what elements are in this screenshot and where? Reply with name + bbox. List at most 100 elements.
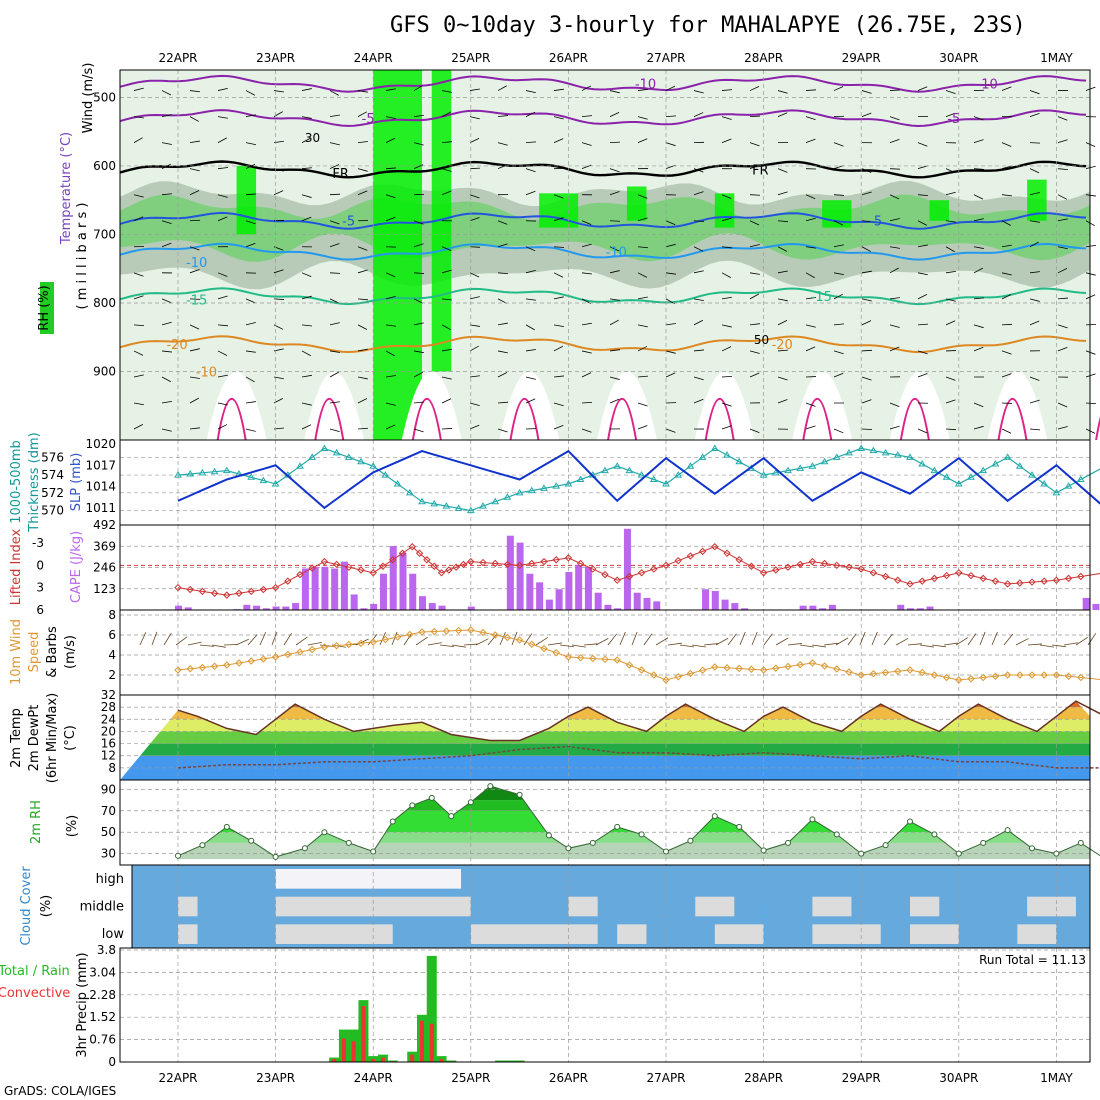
- wind-barb: [805, 246, 816, 249]
- li-point: [1040, 577, 1048, 585]
- wind-speed-point: [991, 672, 1000, 680]
- wind-barb: [245, 193, 257, 196]
- cape-bar: [702, 589, 710, 610]
- wind-barb: [1029, 168, 1040, 174]
- li-point: [389, 556, 397, 564]
- wind-barb: [525, 269, 536, 274]
- isotherm-surface-bump: [802, 398, 833, 441]
- surface-wind-barb: [415, 636, 428, 646]
- wind-speed-point: [650, 671, 658, 679]
- cape-bar: [419, 596, 426, 610]
- li-point: [686, 552, 695, 560]
- wind-barb: [553, 217, 564, 222]
- top-date-label: 26APR: [549, 51, 588, 65]
- wind-barb: [189, 397, 199, 404]
- wind-barb: [805, 346, 816, 352]
- thickness-point: [796, 464, 805, 471]
- wind-barb: [301, 116, 312, 119]
- thickness-point: [540, 484, 548, 491]
- wind-barb: [609, 220, 621, 222]
- wind-speed-point: [369, 638, 377, 646]
- thickness-point: [735, 457, 744, 465]
- li-point: [857, 565, 865, 573]
- wind-barb: [917, 323, 928, 326]
- thickness-point: [320, 444, 329, 451]
- thickness-point: [649, 475, 658, 482]
- cape-bar: [653, 601, 661, 610]
- precip-tick-label: 0: [108, 1055, 116, 1069]
- wind-barb: [581, 85, 592, 91]
- wind-barb: [917, 294, 928, 300]
- wind-speed-point: [235, 659, 243, 667]
- wind-speed-point: [381, 635, 390, 644]
- cape-bar: [292, 603, 300, 610]
- rh-point: [409, 802, 416, 809]
- rh-saturated-region: [626, 186, 647, 221]
- wind-barb: [945, 90, 956, 94]
- wind-barb: [805, 402, 816, 407]
- li-point: [437, 569, 446, 577]
- wind-barb: [1001, 194, 1012, 197]
- wind-barb: [581, 243, 592, 248]
- wind-barb: [469, 402, 480, 406]
- thickness-point: [613, 462, 622, 469]
- wind-barb: [161, 400, 172, 404]
- thickness-point: [466, 506, 475, 514]
- wind-barb: [413, 272, 425, 274]
- slp-tick-label: 1014: [85, 480, 116, 494]
- isotherm--10-line: [119, 74, 1087, 93]
- wind-barb: [133, 324, 145, 327]
- wind-speed-point: [686, 669, 695, 678]
- wind-barb: [329, 272, 341, 274]
- thickness-point: [210, 467, 219, 475]
- cape-bar: [379, 573, 387, 610]
- thickness-point: [1028, 471, 1036, 478]
- wind-barb: [805, 89, 817, 91]
- wind-barb: [525, 246, 536, 252]
- cape-li-panel: 123 246 369 492 -3 0 3 6 Lifted Index CAPE (J/kg): [9, 518, 1100, 617]
- wind-barb: [161, 220, 172, 224]
- surface-wind-barb: [1063, 642, 1078, 646]
- surface-wind-barb: [823, 642, 838, 646]
- cape-bar: [516, 542, 524, 610]
- wind-barb: [525, 141, 537, 144]
- li-point: [991, 577, 1000, 585]
- surface-wind-barb: [571, 644, 586, 648]
- li-line: [177, 546, 1100, 596]
- wind-barb: [329, 401, 340, 404]
- wind-barb: [805, 138, 816, 144]
- rh-point: [1053, 850, 1060, 857]
- rh-saturated-region: [236, 165, 257, 235]
- wind-speed-point: [284, 650, 292, 659]
- wind-barb: [721, 346, 732, 352]
- thickness-point: [918, 459, 927, 467]
- cape-bar: [331, 568, 339, 610]
- cape-axis-label: CAPE (J/kg): [69, 531, 84, 603]
- wind-barb: [161, 321, 172, 326]
- li-axis-label: Lifted Index: [9, 528, 24, 605]
- surface-wind-barb: [547, 642, 562, 646]
- wind-barb: [217, 374, 228, 378]
- wind-axis-label: 10m Wind: [9, 619, 24, 685]
- li-tick-label: 6: [36, 603, 44, 617]
- wind-barb: [917, 350, 928, 355]
- wind-barb: [889, 194, 900, 200]
- wind-barb: [665, 350, 676, 354]
- thickness-point: [442, 502, 451, 509]
- wind-barb: [637, 425, 648, 430]
- surface-wind-barb: [835, 637, 849, 646]
- wind-barb: [245, 376, 255, 383]
- wind-barb: [749, 293, 759, 300]
- cape-bar: [321, 566, 329, 610]
- wind-barb: [189, 168, 200, 172]
- thickness-point: [491, 497, 500, 505]
- wind-barb: [357, 246, 368, 251]
- cape-bar: [526, 573, 534, 610]
- wind-speed-point: [1028, 671, 1036, 679]
- wind-barb: [861, 220, 872, 223]
- surface-wind-barb: [955, 637, 969, 646]
- li-tick-label: 3: [36, 581, 44, 595]
- wind-barb: [133, 295, 144, 300]
- wind-barb: [497, 428, 508, 433]
- wind-barb: [1057, 194, 1068, 200]
